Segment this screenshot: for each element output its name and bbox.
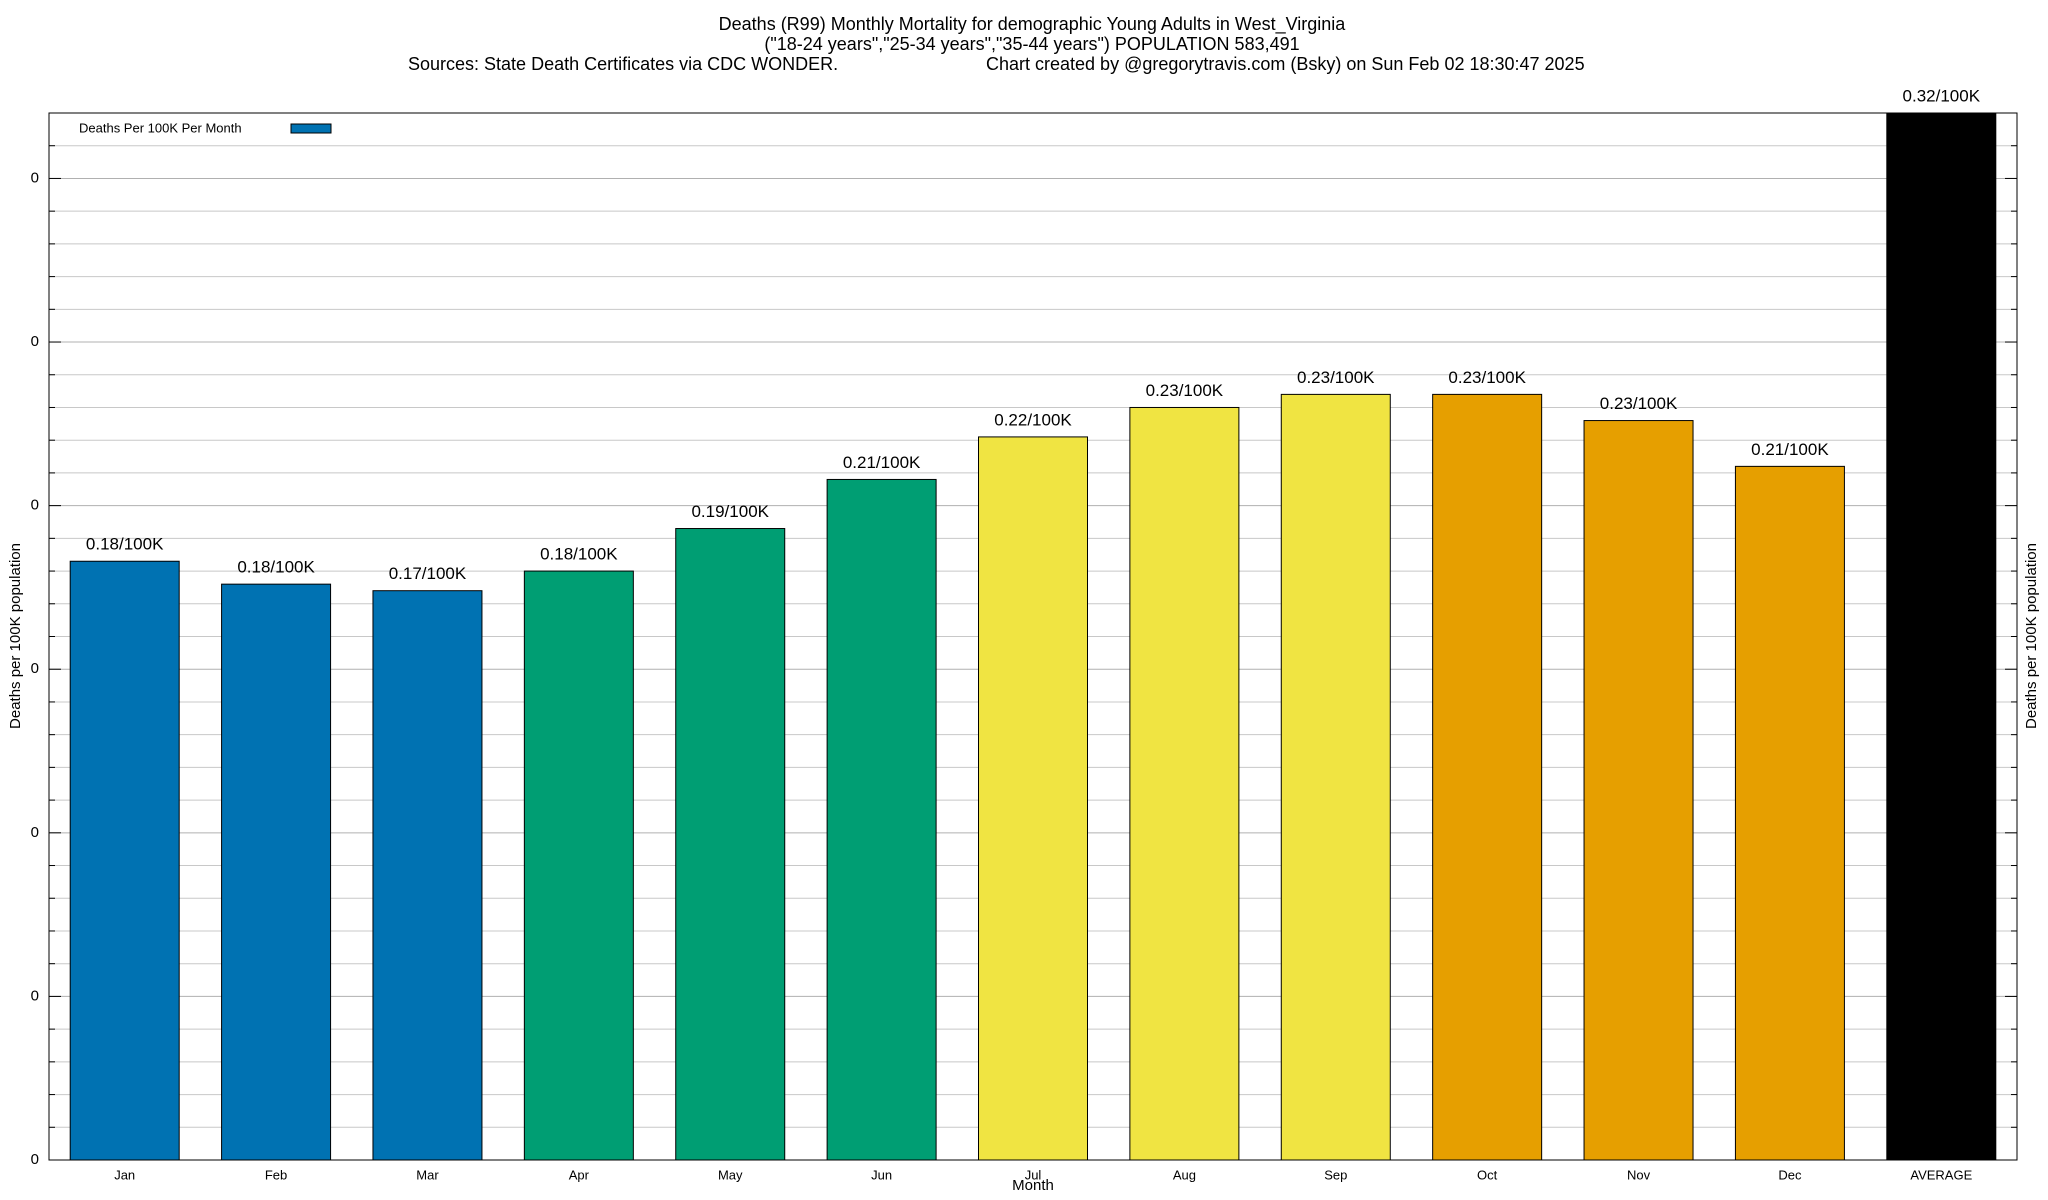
value-label: 0.17/100K bbox=[389, 564, 467, 583]
x-tick-label: Sep bbox=[1324, 1167, 1347, 1182]
value-label: 0.22/100K bbox=[994, 410, 1072, 429]
bar bbox=[978, 436, 1088, 1161]
x-tick-label: Feb bbox=[265, 1167, 287, 1182]
value-label: 0.23/100K bbox=[1297, 368, 1375, 387]
x-axis-label: Month bbox=[1012, 1177, 1054, 1194]
y-tick-label: 0 bbox=[31, 824, 39, 841]
y-tick-label: 0 bbox=[31, 497, 39, 514]
value-label: 0.19/100K bbox=[691, 502, 769, 521]
value-label: 0.21/100K bbox=[843, 453, 921, 472]
bar bbox=[1734, 465, 1845, 1161]
value-label: 0.21/100K bbox=[1751, 440, 1829, 459]
bar bbox=[1129, 406, 1240, 1161]
value-label: 0.18/100K bbox=[86, 535, 164, 554]
x-tick-label: AVERAGE bbox=[1910, 1167, 1972, 1182]
x-tick-label: Jul bbox=[1025, 1167, 1042, 1182]
x-tick-label: Apr bbox=[569, 1167, 590, 1182]
value-label: 0.23/100K bbox=[1146, 381, 1224, 400]
value-label: 0.32/100K bbox=[1903, 86, 1981, 105]
x-tick-label: Nov bbox=[1627, 1167, 1651, 1182]
value-label: 0.23/100K bbox=[1600, 394, 1678, 413]
chart-subtitle: ("18-24 years","25-34 years","35-44 year… bbox=[764, 34, 1299, 54]
bar bbox=[826, 478, 937, 1161]
x-tick-label: Jan bbox=[114, 1167, 135, 1182]
y2-axis-label: Deaths per 100K population bbox=[2023, 543, 2040, 729]
x-tick-label: Jun bbox=[871, 1167, 892, 1182]
chart-credit: Chart created by @gregorytravis.com (Bsk… bbox=[986, 54, 1585, 74]
value-label: 0.18/100K bbox=[540, 545, 618, 564]
y-tick-label: 0 bbox=[31, 169, 39, 186]
y-tick-label: 0 bbox=[31, 660, 39, 677]
x-tick-label: May bbox=[718, 1167, 743, 1182]
legend-swatch bbox=[290, 123, 332, 134]
chart-title: Deaths (R99) Monthly Mortality for demog… bbox=[719, 14, 1347, 35]
bar bbox=[1432, 393, 1543, 1161]
bar bbox=[675, 528, 786, 1161]
x-tick-label: Mar bbox=[416, 1167, 439, 1182]
bar bbox=[221, 583, 332, 1161]
y-tick-label: 0 bbox=[31, 987, 39, 1004]
chart-source: Sources: State Death Certificates via CD… bbox=[408, 54, 838, 74]
bar bbox=[523, 570, 634, 1161]
x-tick-label: Aug bbox=[1173, 1167, 1196, 1182]
bar bbox=[372, 590, 483, 1161]
legend-label: Deaths Per 100K Per Month bbox=[79, 120, 242, 135]
x-tick-label: Oct bbox=[1477, 1167, 1498, 1182]
x-tick-label: Dec bbox=[1778, 1167, 1802, 1182]
y-axis-label: Deaths per 100K population bbox=[7, 543, 24, 729]
value-label: 0.18/100K bbox=[237, 558, 315, 577]
bar bbox=[1886, 112, 1997, 1161]
plot-frame bbox=[48, 112, 2018, 1161]
bar bbox=[69, 560, 180, 1161]
bar bbox=[1280, 393, 1391, 1161]
bar bbox=[1583, 420, 1694, 1161]
y-tick-label: 0 bbox=[31, 333, 39, 350]
y-tick-label: 0 bbox=[31, 1151, 39, 1168]
value-label: 0.23/100K bbox=[1448, 368, 1526, 387]
